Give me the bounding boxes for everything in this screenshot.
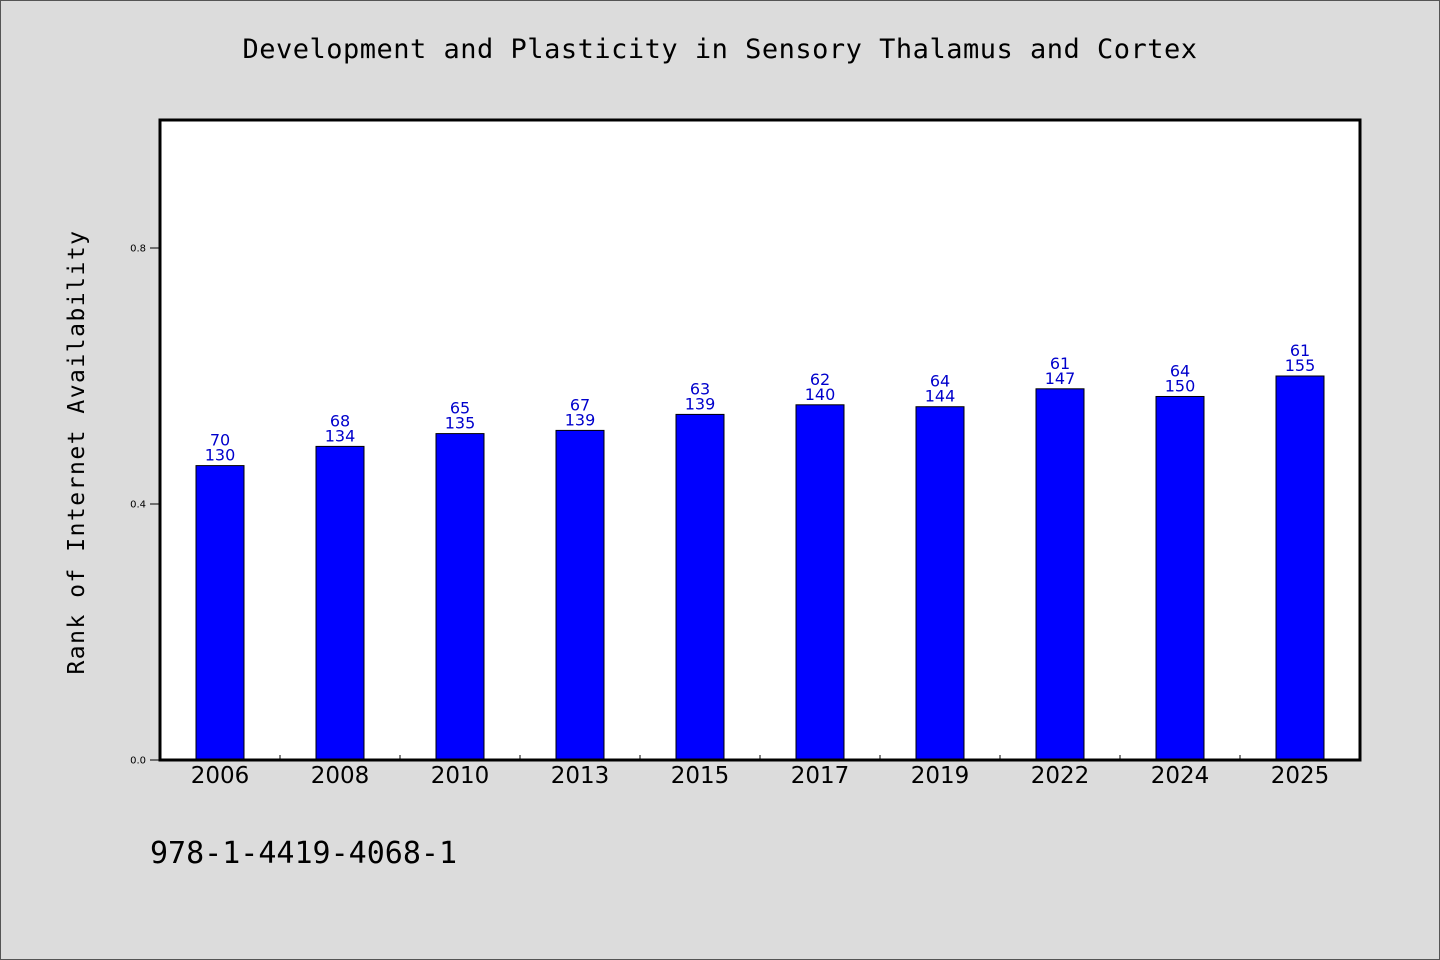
x-tick-label-2017: 2017 bbox=[791, 763, 850, 789]
bar-label-bottom-2019: 144 bbox=[925, 387, 956, 406]
plot-frame bbox=[158, 118, 1362, 762]
bar-label-bottom-2010: 135 bbox=[445, 414, 476, 433]
bars-group bbox=[195, 375, 1325, 761]
bar-label-top-2010: 65 bbox=[450, 399, 470, 418]
x-tick-label-2025: 2025 bbox=[1271, 763, 1330, 789]
bar-2013 bbox=[555, 429, 605, 761]
x-axis: 2006 2008 2010 2013 2015 2017 2019 2022 2024 2025 bbox=[191, 755, 1330, 789]
bar-label-top-2017: 62 bbox=[810, 370, 830, 389]
y-tick-label-0: 0.0 bbox=[130, 756, 146, 767]
bar-2025 bbox=[1275, 375, 1325, 761]
bar-label-top-2019: 64 bbox=[930, 372, 950, 391]
bar-2015 bbox=[675, 413, 725, 761]
y-tick-label-1: 0.4 bbox=[130, 500, 146, 511]
bar-label-top-2022: 61 bbox=[1050, 354, 1070, 373]
bar-2010 bbox=[435, 433, 485, 761]
bar-2017 bbox=[795, 404, 845, 761]
bar-label-bottom-2025: 155 bbox=[1285, 356, 1316, 375]
x-tick-label-2013: 2013 bbox=[551, 763, 610, 789]
x-tick-label-2006: 2006 bbox=[191, 763, 250, 789]
bar-label-bottom-2022: 147 bbox=[1045, 369, 1076, 388]
footnote-isbn: 978-1-4419-4068-1 bbox=[150, 836, 458, 871]
bar-label-bottom-2008: 134 bbox=[325, 426, 356, 445]
bar-2006 bbox=[195, 465, 245, 761]
bar-2008 bbox=[315, 445, 365, 761]
y-tick-label-2: 0.8 bbox=[130, 244, 146, 255]
x-tick-label-2008: 2008 bbox=[311, 763, 370, 789]
bar-label-bottom-2015: 139 bbox=[685, 394, 716, 413]
chart-title: Development and Plasticity in Sensory Th… bbox=[242, 34, 1198, 65]
bar-label-top-2006: 70 bbox=[210, 431, 230, 450]
bar-label-top-2025: 61 bbox=[1290, 341, 1310, 360]
bar-label-bottom-2017: 140 bbox=[805, 385, 836, 404]
bar-2022 bbox=[1035, 388, 1085, 761]
bar-label-top-2013: 67 bbox=[570, 395, 590, 414]
x-tick-label-2022: 2022 bbox=[1031, 763, 1090, 789]
x-tick-label-2019: 2019 bbox=[911, 763, 970, 789]
x-tick-label-2010: 2010 bbox=[431, 763, 490, 789]
x-tick-label-2024: 2024 bbox=[1151, 763, 1210, 789]
bar-label-top-2015: 63 bbox=[690, 379, 710, 398]
x-tick-label-2015: 2015 bbox=[671, 763, 730, 789]
bar-label-top-2024: 64 bbox=[1170, 361, 1190, 380]
bar-label-top-2008: 68 bbox=[330, 411, 350, 430]
y-axis: 0.0 0.4 0.8 bbox=[130, 244, 160, 767]
bar-2019 bbox=[915, 406, 965, 761]
bar-label-bottom-2013: 139 bbox=[565, 410, 596, 429]
bar-label-bottom-2024: 150 bbox=[1165, 376, 1196, 395]
bar-2024 bbox=[1155, 395, 1205, 761]
bar-label-bottom-2006: 130 bbox=[205, 446, 236, 465]
data-labels-group: 7013068134651356713963139621406414461147… bbox=[205, 341, 1316, 465]
